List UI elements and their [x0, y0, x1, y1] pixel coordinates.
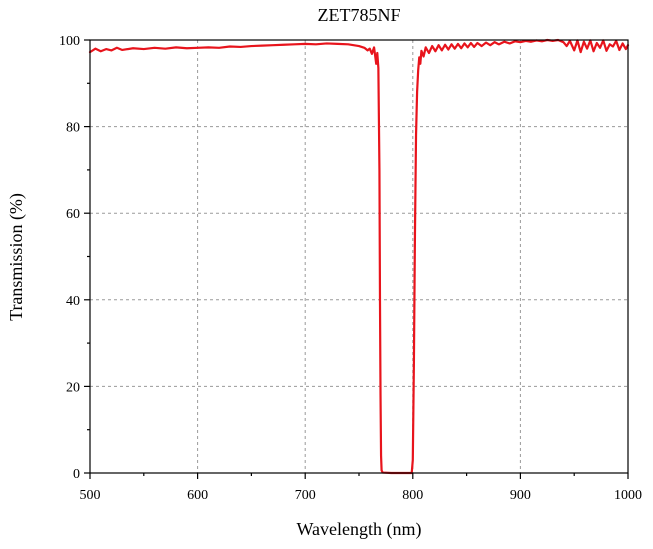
x-tick-label: 1000: [614, 488, 642, 503]
y-tick-label: 60: [66, 207, 80, 222]
x-axis-label: Wavelength (nm): [296, 519, 421, 540]
grid-layer: [90, 40, 628, 473]
y-axis-label: Transmission (%): [6, 193, 27, 321]
x-tick-label: 700: [295, 488, 316, 503]
series-layer: [88, 38, 630, 475]
plot-frame: [89, 39, 629, 474]
tick-layer: 500 600 700 800 900 1000 0 20 40 60 80 100: [59, 34, 642, 503]
y-tick-label: 80: [66, 121, 80, 136]
x-tick-label: 600: [187, 488, 208, 503]
x-tick-label: 900: [510, 488, 531, 503]
y-tick-label: 20: [66, 380, 80, 395]
x-tick-label: 500: [80, 488, 101, 503]
chart-title: ZET785NF: [318, 5, 401, 25]
y-tick-label: 40: [66, 294, 80, 309]
y-tick-label: 100: [59, 34, 80, 49]
transmission-line: [88, 38, 630, 475]
y-tick-label: 0: [73, 467, 80, 482]
x-tick-label: 800: [402, 488, 423, 503]
